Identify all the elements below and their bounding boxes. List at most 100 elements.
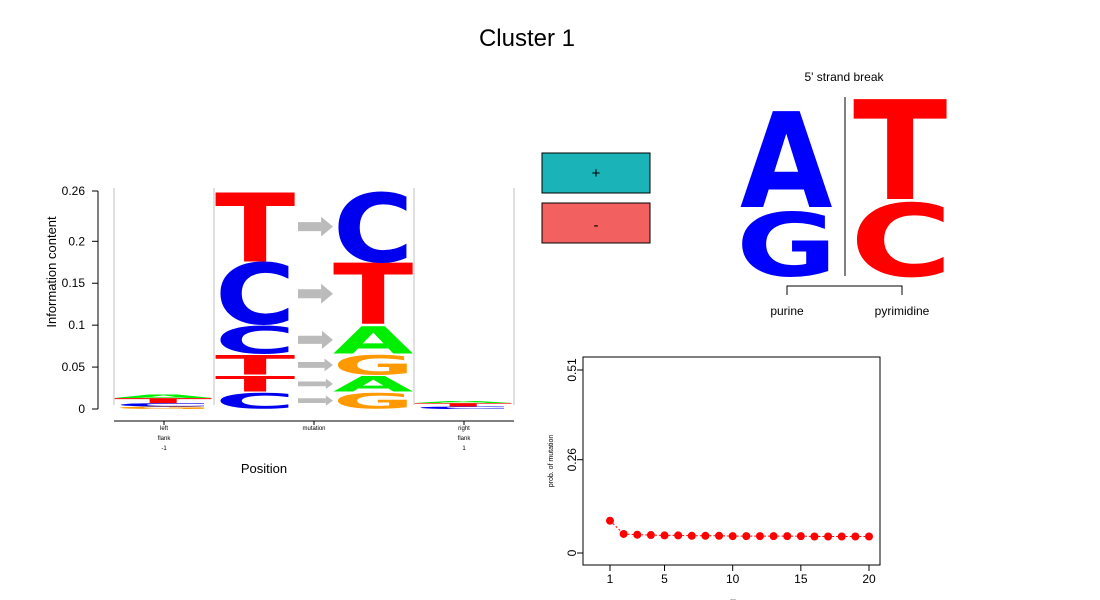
scatter-point [769, 532, 778, 541]
glyph-A: A [333, 319, 414, 362]
logo-y-tick-label: 0.26 [62, 184, 86, 198]
mutation-to-letter-G: G [333, 351, 414, 382]
probability-scatter-panel: 00.260.51 1 5 10 15 20 prob. of mutation ... [548, 356, 881, 600]
glyph-G: G [736, 196, 837, 298]
logo-x-tick-label: mutation [302, 426, 325, 432]
minus-strand-box [541, 202, 651, 244]
scatter-point [619, 529, 628, 538]
mutation-arrow-head [321, 283, 333, 304]
logo-x-tick-label: right [458, 426, 470, 432]
glyph-T: T [215, 174, 295, 284]
glyph-A: A [414, 401, 513, 404]
scatter-y-tick-label: 0.26 [565, 448, 579, 472]
logo-y-tick-label: 0.1 [68, 318, 85, 332]
glyph-G: G [333, 351, 414, 382]
scatter-points [606, 516, 873, 541]
logo-y-ticks: 0 0.05 0.1 0.15 0.2 0.26 [62, 184, 98, 416]
plus-strand-label: + [592, 165, 601, 182]
scatter-point [824, 532, 833, 541]
flank-letter-T: T [414, 402, 512, 407]
scatter-x-tick-label: 5 [661, 572, 668, 586]
glyph-C: C [414, 406, 513, 410]
pyrimidine-letter-T: T [853, 73, 947, 232]
glyph-G: G [114, 406, 213, 410]
glyph-G: G [333, 389, 414, 414]
glyph-C: C [850, 183, 953, 300]
scatter-x-axis-label: ... [730, 595, 736, 600]
glyph-C: C [114, 402, 213, 407]
scatter-x-axis: 1 5 10 15 20 [607, 564, 876, 586]
glyph-A: A [114, 394, 213, 399]
flank-letter-A: A [414, 401, 513, 404]
scatter-y-tick-label: 0.51 [565, 358, 579, 382]
figure-title: Cluster 1 [479, 25, 575, 52]
pyrimidine-label: pyrimidine [875, 304, 930, 318]
scatter-connector [609, 520, 624, 535]
glyph-T: T [114, 397, 213, 405]
logo-x-tick-label: flank [158, 436, 172, 442]
logo-y-axis-label: Information content [44, 216, 59, 328]
strand-legend: + - [541, 152, 651, 244]
logo-x-tick-label: 1 [462, 446, 466, 452]
scatter-point [728, 532, 737, 541]
scatter-y-tick-label: 0 [565, 549, 579, 556]
scatter-point [633, 530, 642, 539]
glyph-C: C [333, 174, 413, 284]
mutation-to-letter-A: A [333, 372, 413, 397]
mutation-arrow-head [321, 330, 333, 349]
logo-y-tick-label: 0.2 [68, 234, 85, 248]
scatter-point [701, 531, 710, 540]
mutation-arrow-head [325, 378, 333, 390]
glyph-A: A [333, 372, 413, 397]
mutation-arrow-head [325, 395, 333, 406]
scatter-point [715, 531, 724, 540]
purine-label: purine [770, 304, 804, 318]
glyph-T: T [853, 73, 947, 232]
logo-y-tick-label: 0 [78, 402, 85, 416]
scatter-x-tick-label: 15 [794, 572, 808, 586]
mutation-to-letter-T: T [333, 247, 414, 344]
sequence-logo-panel: 00.050.10.150.20.26 Information content … [44, 174, 515, 476]
glyph-C: C [215, 389, 295, 414]
mutation-from-letter-T: T [215, 174, 295, 284]
mutation-from-letter-C: C [215, 247, 295, 344]
glyph-T: T [215, 372, 296, 397]
scatter-x-tick-label: 20 [862, 572, 876, 586]
logo-x-tick-label: flank [458, 436, 472, 442]
plus-strand-box [541, 152, 651, 194]
scatter-y-axis-label: prob. of mutation [548, 435, 555, 488]
pyrimidine-letter-C: C [850, 183, 953, 300]
mutation-from-letter-T: T [215, 372, 296, 397]
scatter-point [837, 532, 846, 541]
glyph-C: C [215, 319, 295, 362]
glyph-T: T [414, 402, 512, 407]
flank-letter-C: C [114, 402, 213, 407]
mutation-to-letter-G: G [333, 389, 414, 414]
mutation-to-letter-C: C [333, 174, 413, 284]
purine-letter-G: G [736, 196, 837, 298]
logo-y-tick-label: 0.15 [62, 276, 86, 290]
minus-strand-label: - [594, 217, 599, 234]
scatter-point [783, 532, 792, 541]
glyph-C: C [215, 247, 295, 344]
logo-x-ticks: left flank -1 mutation right flank 1 [158, 421, 472, 452]
flank-letter-G: G [114, 406, 213, 410]
scatter-point [687, 531, 696, 540]
scatter-point [755, 532, 764, 541]
scatter-point [851, 532, 860, 541]
mutation-from-letter-C: C [215, 319, 295, 362]
logo-x-axis-label: Position [241, 461, 287, 476]
scatter-point [660, 531, 669, 540]
mutation-arrow-head [324, 358, 333, 372]
mutation-from-letter-C: C [215, 389, 295, 414]
glyph-T: T [333, 247, 414, 344]
scatter-point [742, 532, 751, 541]
scatter-point [646, 531, 655, 540]
scatter-point [810, 532, 819, 541]
